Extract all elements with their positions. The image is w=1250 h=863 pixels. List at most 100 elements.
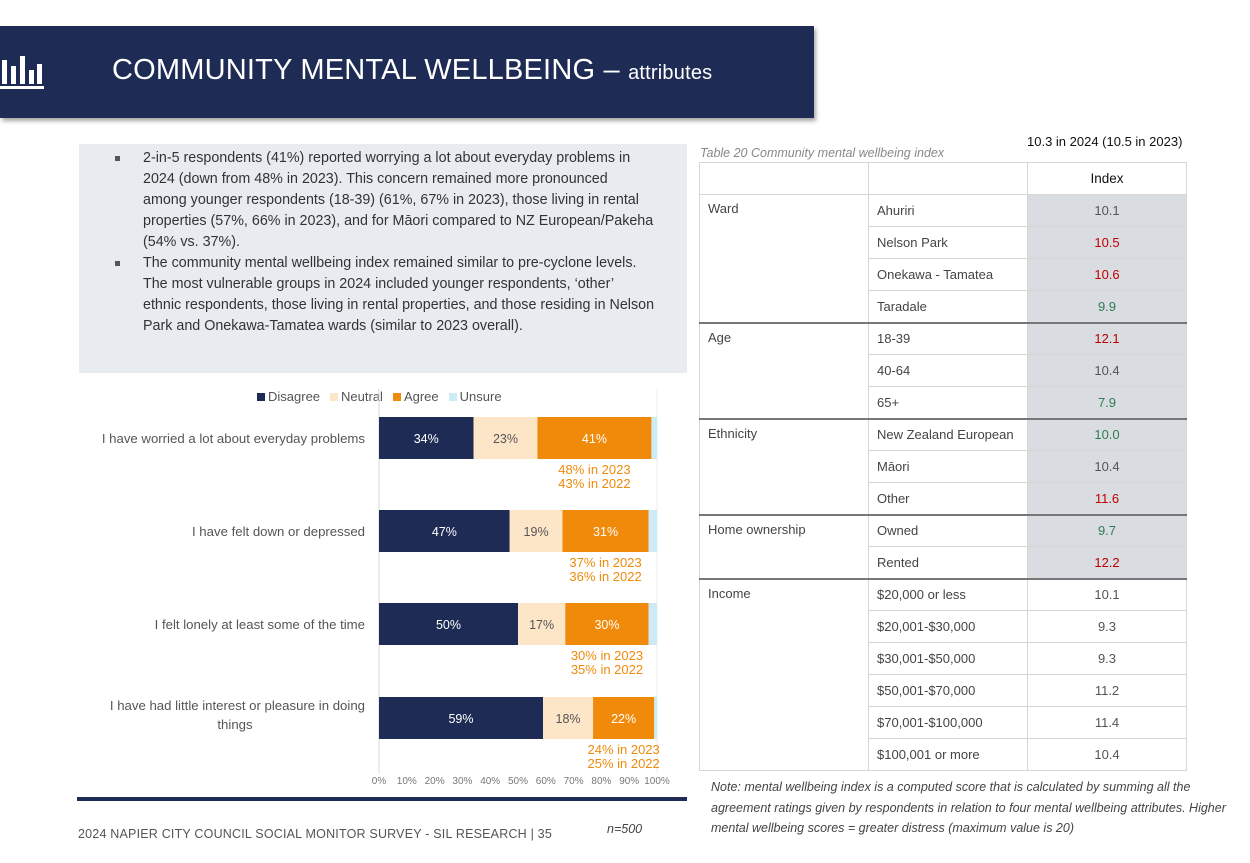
row-label: Taradale (868, 290, 1028, 323)
bar-neutral (473, 417, 538, 459)
bar-disagree (379, 603, 518, 645)
row-label: Nelson Park (868, 226, 1028, 259)
table-row: $50,001-$70,000 11.2 (700, 674, 1187, 707)
index-value: 10.5 (1027, 226, 1187, 259)
wellbeing-index-table: Index Ward Ahuriri 10.1 Nelson Park 10.5 Oneka… (699, 162, 1187, 771)
row-label: $100,001 or more (868, 738, 1028, 771)
x-tick-label: 70% (564, 776, 584, 787)
stacked-bar-chart: I have worried a lot about everyday prob… (102, 389, 670, 787)
overall-index-note: 10.3 in 2024 (10.5 in 2023) (1027, 134, 1183, 149)
index-value: 10.4 (1027, 738, 1187, 771)
group-label: Income (699, 577, 869, 771)
index-value: 12.2 (1027, 546, 1187, 579)
row-label: $70,001-$100,000 (868, 706, 1028, 739)
legend-item-neutral: Neutral (330, 389, 383, 404)
row-label: Onekawa - Tamatea (868, 258, 1028, 291)
x-tick-label: 20% (425, 776, 445, 787)
bar-agree (565, 603, 649, 645)
bar-unsure (648, 510, 657, 552)
bar-neutral (543, 697, 594, 739)
index-value: 9.3 (1027, 610, 1187, 643)
row-label: Rented (868, 546, 1028, 579)
table-row: Taradale 9.9 (700, 290, 1187, 323)
bar-neutral (509, 510, 563, 552)
data-label: 17% (529, 618, 554, 632)
bullet-square-icon (115, 156, 120, 161)
page-title-main: COMMUNITY MENTAL WELLBEING (112, 54, 596, 86)
legend-swatch (448, 392, 457, 401)
row-label: New Zealand European (868, 417, 1028, 451)
x-tick-label: 50% (508, 776, 528, 787)
group-label: Age (699, 321, 869, 419)
summary-bullet: 2-in-5 respondents (41%) reported worryi… (115, 148, 655, 253)
legend-label: Agree (403, 389, 439, 404)
table-row: Rented 12.2 (700, 546, 1187, 579)
bar-unsure (651, 417, 657, 459)
x-tick-label: 100% (644, 776, 670, 787)
page-subtitle: attributes (628, 62, 713, 84)
bar-agree (537, 417, 652, 459)
table-row: Onekawa - Tamatea 10.6 (700, 258, 1187, 291)
sample-size: n=500 (607, 822, 643, 836)
index-value: 12.1 (1027, 321, 1187, 355)
summary-box: 2-in-5 respondents (41%) reported worryi… (79, 144, 687, 373)
header-empty-cell (868, 162, 1028, 195)
row-label: Māori (868, 450, 1028, 483)
row-label: $30,001-$50,000 (868, 642, 1028, 675)
page-title-dash: – (603, 54, 620, 86)
row-label: 65+ (868, 386, 1028, 419)
row-label: Ahuriri (868, 194, 1028, 227)
x-tick-label: 60% (536, 776, 556, 787)
table-note: Note: mental wellbeing index is a comput… (711, 780, 1226, 835)
index-value: 11.6 (1027, 482, 1187, 515)
bullet-square-icon (115, 261, 120, 266)
table-row: $20,001-$30,000 9.3 (700, 610, 1187, 643)
category-label: I have felt down or depressed (192, 524, 365, 539)
table-row: Ethnicity New Zealand European 10.0 (699, 417, 1187, 515)
index-value: 9.7 (1027, 513, 1187, 547)
summary-bullet-text: 2-in-5 respondents (41%) reported worryi… (143, 150, 654, 250)
table-row: Income $20,000 or less 10.1 (699, 577, 1187, 771)
data-label: 19% (524, 525, 549, 539)
header-banner: COMMUNITY MENTAL WELLBEING – attributes (0, 26, 814, 118)
summary-bullet: The community mental wellbeing index rem… (115, 253, 655, 337)
chart-legend: Disagree Neutral Agree Unsure (257, 389, 502, 404)
row-label: Owned (868, 513, 1028, 547)
header-empty-cell (699, 162, 869, 195)
table-row: Other 11.6 (700, 482, 1187, 515)
legend-item-disagree: Disagree (257, 389, 320, 404)
row-label: $20,001-$30,000 (868, 610, 1028, 643)
table-row: 65+ 7.9 (700, 386, 1187, 419)
index-value: 10.0 (1027, 417, 1187, 451)
header-index-cell: Index (1027, 162, 1187, 195)
trend-annotation: 25% in 2022 (587, 756, 659, 771)
table-row: 40-64 10.4 (700, 354, 1187, 387)
group-label: Ward (699, 194, 869, 323)
table-row: Māori 10.4 (700, 450, 1187, 483)
table-row: $70,001-$100,000 11.4 (700, 706, 1187, 739)
legend-label: Neutral (341, 389, 383, 404)
data-label: 47% (432, 525, 457, 539)
footer-text: 2024 NAPIER CITY COUNCIL SOCIAL MONITOR … (78, 827, 552, 841)
data-label: 59% (448, 712, 473, 726)
index-value: 10.1 (1027, 194, 1187, 227)
data-label: 50% (436, 618, 461, 632)
row-label: $20,000 or less (868, 577, 1028, 611)
bar-agree (562, 510, 649, 552)
trend-annotation: 37% in 2023 (569, 555, 641, 570)
x-tick-label: 80% (591, 776, 611, 787)
legend-label: Unsure (459, 389, 502, 404)
x-tick-label: 0% (372, 776, 387, 787)
index-value: 10.1 (1027, 577, 1187, 611)
bar-neutral (518, 603, 566, 645)
index-value: 10.6 (1027, 258, 1187, 291)
category-label: I felt lonely at least some of the time (155, 617, 365, 632)
data-label: 30% (594, 618, 619, 632)
index-value: 11.4 (1027, 706, 1187, 739)
data-label: 23% (493, 432, 518, 446)
table-row: Age 18-39 12.1 (699, 321, 1187, 419)
bar-disagree (379, 510, 510, 552)
row-label: 40-64 (868, 354, 1028, 387)
index-value: 9.9 (1027, 290, 1187, 323)
x-tick-label: 90% (619, 776, 639, 787)
